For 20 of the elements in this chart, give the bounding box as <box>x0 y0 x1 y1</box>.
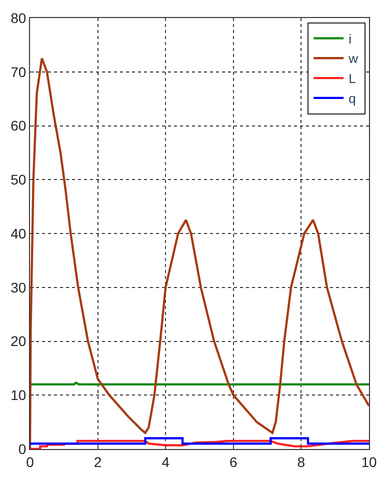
y-tick-label: 20 <box>10 333 26 350</box>
y-tick-label: 10 <box>10 387 26 404</box>
x-tick-label: 10 <box>361 454 377 470</box>
y-tick-label: 80 <box>10 10 26 26</box>
x-tick-label: 8 <box>297 454 306 470</box>
x-tick-label: 6 <box>230 454 238 470</box>
y-tick-label: 40 <box>10 225 26 242</box>
line-series <box>30 57 369 449</box>
y-tick-label: 0 <box>18 440 26 457</box>
legend-label: w <box>348 51 359 66</box>
x-tick-label: 4 <box>162 454 170 470</box>
y-tick-label: 60 <box>10 118 26 134</box>
legend-label: q <box>348 91 356 106</box>
legend-label: i <box>348 31 352 46</box>
y-tick-label: 30 <box>10 279 26 296</box>
legend-label: L <box>348 71 356 86</box>
x-tick-label: 2 <box>94 454 102 470</box>
y-tick-label: 50 <box>10 172 26 188</box>
y-tick-label: 70 <box>10 64 26 80</box>
line-series <box>30 440 369 449</box>
